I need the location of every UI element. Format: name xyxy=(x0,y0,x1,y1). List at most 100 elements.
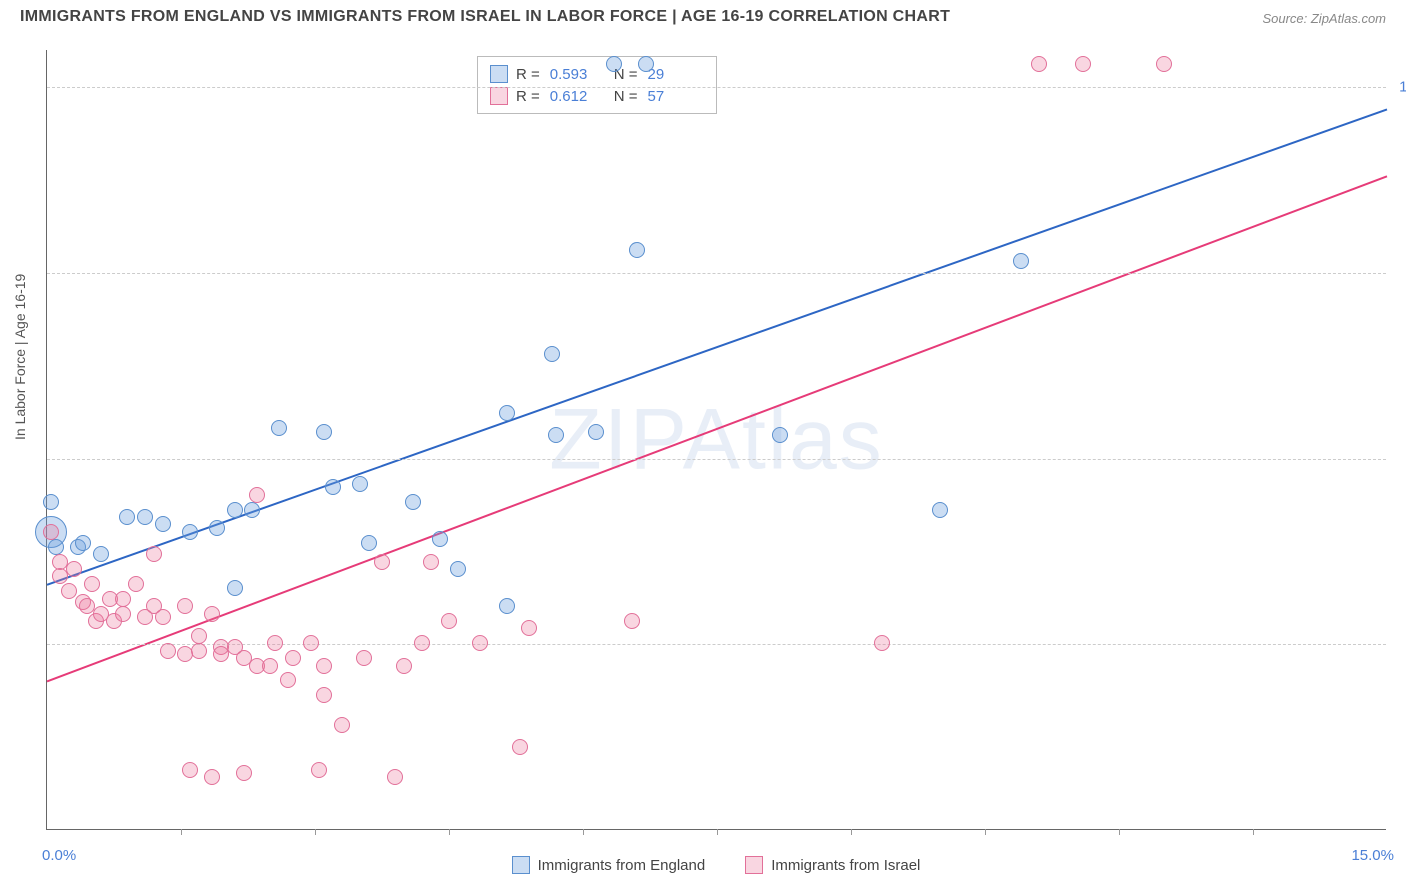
data-point xyxy=(271,420,287,436)
data-point xyxy=(177,598,193,614)
data-point xyxy=(325,479,341,495)
data-point xyxy=(361,535,377,551)
legend-row: R =0.593N =29 xyxy=(490,63,704,85)
legend-r-value: 0.593 xyxy=(550,66,598,83)
data-point xyxy=(155,516,171,532)
source-attribution: Source: ZipAtlas.com xyxy=(1262,11,1386,26)
data-point xyxy=(66,561,82,577)
scatter-chart: ZIPAtlas R =0.593N =29R =0.612N =57 25.0… xyxy=(46,50,1386,830)
data-point xyxy=(414,635,430,651)
legend-label: Immigrants from England xyxy=(538,857,706,874)
data-point xyxy=(1075,56,1091,72)
data-point xyxy=(512,739,528,755)
gridline-h xyxy=(47,273,1386,274)
legend-swatch xyxy=(745,856,763,874)
x-tick xyxy=(181,829,182,835)
trend-lines-layer xyxy=(47,50,1386,829)
data-point xyxy=(441,613,457,629)
data-point xyxy=(119,509,135,525)
data-point xyxy=(160,643,176,659)
x-tick xyxy=(717,829,718,835)
data-point xyxy=(191,643,207,659)
legend-r-label: R = xyxy=(516,66,540,83)
data-point xyxy=(262,658,278,674)
data-point xyxy=(432,531,448,547)
data-point xyxy=(182,762,198,778)
data-point xyxy=(544,346,560,362)
data-point xyxy=(874,635,890,651)
data-point xyxy=(128,576,144,592)
data-point xyxy=(236,765,252,781)
legend-swatch xyxy=(490,87,508,105)
data-point xyxy=(629,242,645,258)
data-point xyxy=(499,598,515,614)
gridline-h xyxy=(47,459,1386,460)
legend-item: Immigrants from Israel xyxy=(745,856,920,874)
data-point xyxy=(472,635,488,651)
data-point xyxy=(285,650,301,666)
legend-n-label: N = xyxy=(614,88,638,105)
data-point xyxy=(356,650,372,666)
legend-r-value: 0.612 xyxy=(550,88,598,105)
x-tick xyxy=(1119,829,1120,835)
y-axis-title: In Labor Force | Age 16-19 xyxy=(12,274,28,440)
data-point xyxy=(334,717,350,733)
data-point xyxy=(606,56,622,72)
data-point xyxy=(61,583,77,599)
data-point xyxy=(374,554,390,570)
data-point xyxy=(311,762,327,778)
data-point xyxy=(204,769,220,785)
data-point xyxy=(93,546,109,562)
data-point xyxy=(450,561,466,577)
chart-title: IMMIGRANTS FROM ENGLAND VS IMMIGRANTS FR… xyxy=(20,8,950,26)
data-point xyxy=(75,535,91,551)
legend-row: R =0.612N =57 xyxy=(490,85,704,107)
data-point xyxy=(588,424,604,440)
trend-line xyxy=(47,176,1387,681)
data-point xyxy=(316,658,332,674)
data-point xyxy=(227,502,243,518)
data-point xyxy=(209,520,225,536)
data-point xyxy=(316,687,332,703)
gridline-h xyxy=(47,87,1386,88)
x-tick xyxy=(985,829,986,835)
data-point xyxy=(48,539,64,555)
y-tick-label: 100.0% xyxy=(1399,79,1406,96)
data-point xyxy=(548,427,564,443)
data-point xyxy=(227,580,243,596)
data-point xyxy=(521,620,537,636)
data-point xyxy=(146,546,162,562)
series-legend: Immigrants from England Immigrants from I… xyxy=(46,856,1386,874)
x-tick xyxy=(1253,829,1254,835)
data-point xyxy=(396,658,412,674)
data-point xyxy=(1013,253,1029,269)
legend-n-value: 29 xyxy=(648,66,696,83)
legend-r-label: R = xyxy=(516,88,540,105)
data-point xyxy=(182,524,198,540)
data-point xyxy=(423,554,439,570)
data-point xyxy=(387,769,403,785)
data-point xyxy=(772,427,788,443)
data-point xyxy=(1156,56,1172,72)
data-point xyxy=(405,494,421,510)
data-point xyxy=(191,628,207,644)
x-tick xyxy=(583,829,584,835)
correlation-legend: R =0.593N =29R =0.612N =57 xyxy=(477,56,717,114)
legend-swatch xyxy=(512,856,530,874)
legend-label: Immigrants from Israel xyxy=(771,857,920,874)
legend-swatch xyxy=(490,65,508,83)
data-point xyxy=(303,635,319,651)
data-point xyxy=(204,606,220,622)
data-point xyxy=(280,672,296,688)
data-point xyxy=(115,606,131,622)
data-point xyxy=(137,509,153,525)
data-point xyxy=(155,609,171,625)
data-point xyxy=(932,502,948,518)
data-point xyxy=(267,635,283,651)
legend-item: Immigrants from England xyxy=(512,856,706,874)
data-point xyxy=(316,424,332,440)
data-point xyxy=(352,476,368,492)
x-tick xyxy=(315,829,316,835)
gridline-h xyxy=(47,644,1386,645)
data-point xyxy=(624,613,640,629)
